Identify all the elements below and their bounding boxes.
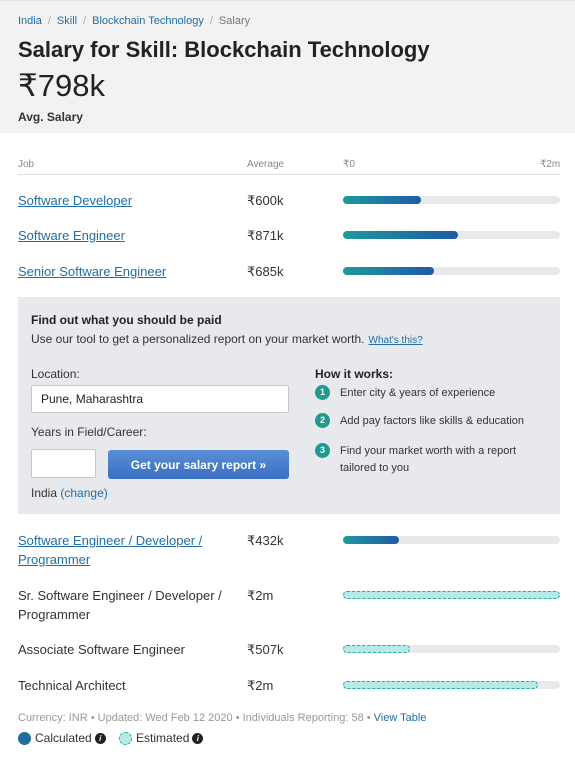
salary-bar-track: [343, 231, 560, 239]
meta-separator: •: [366, 712, 371, 724]
step-number-badge: 2: [315, 413, 330, 428]
step-number-badge: 3: [315, 443, 330, 458]
salary-report-promo: Find out what you should be paid Use our…: [18, 297, 560, 514]
promo-subtitle-text: Use our tool to get a personalized repor…: [31, 332, 365, 346]
country-selector: India (change): [31, 486, 108, 500]
whats-this-link[interactable]: What's this?: [368, 335, 423, 346]
job-average-value: ₹2m: [247, 678, 274, 693]
calculated-dot-icon: [18, 731, 31, 745]
salary-bar-track: [343, 645, 560, 653]
salary-bar-estimated: [343, 645, 411, 653]
breadcrumb-blockchain[interactable]: Blockchain Technology: [92, 15, 204, 27]
page-title: Salary for Skill: Blockchain Technology: [18, 37, 430, 62]
promo-title: Find out what you should be paid: [31, 313, 222, 327]
salary-bar-track: [343, 681, 560, 689]
job-average-value: ₹507k: [247, 642, 284, 657]
job-average-value: ₹2m: [247, 588, 274, 603]
job-average-value: ₹432k: [247, 533, 284, 548]
job-average-value: ₹600k: [247, 193, 284, 208]
breadcrumb-india[interactable]: India: [18, 15, 42, 27]
info-icon[interactable]: i: [94, 732, 106, 744]
salary-bar-track: [343, 267, 560, 275]
legend-calculated: Calculated i: [18, 731, 106, 745]
salary-bar-fill: [343, 267, 435, 275]
average-salary-value: ₹798k: [18, 68, 105, 103]
job-name-sr-software-engineer: Sr. Software Engineer / Developer / Prog…: [18, 588, 222, 622]
breadcrumb-separator: /: [83, 15, 87, 27]
job-name-associate-software-engineer: Associate Software Engineer: [18, 642, 185, 657]
breadcrumb-current: Salary: [218, 15, 251, 27]
location-input[interactable]: [31, 385, 289, 413]
salary-bar-track: [343, 196, 560, 204]
currency-note: Currency: INR: [18, 712, 88, 724]
meta-separator: •: [235, 712, 240, 724]
breadcrumb-skill[interactable]: Skill: [56, 15, 78, 27]
step-text: Add pay factors like skills & education: [340, 415, 525, 427]
job-link-software-developer[interactable]: Software Developer: [18, 193, 133, 208]
meta-separator: •: [90, 712, 95, 724]
salary-bar-track: [343, 536, 560, 544]
column-header-average: Average: [247, 159, 285, 170]
average-salary-label: Avg. Salary: [18, 110, 83, 124]
column-header-job: Job: [18, 159, 35, 170]
job-link-senior-software-engineer[interactable]: Senior Software Engineer: [18, 264, 167, 279]
legend-calculated-label: Calculated: [35, 730, 92, 745]
info-icon[interactable]: i: [192, 732, 204, 744]
job-link-software-engineer[interactable]: Software Engineer: [18, 228, 125, 243]
footer-meta: Currency: INR • Updated: Wed Feb 12 2020…: [18, 712, 426, 724]
how-it-works-title: How it works:: [315, 367, 394, 381]
breadcrumb-separator: /: [47, 15, 51, 27]
step-number-badge: 1: [315, 385, 330, 400]
step-text: Enter city & years of experience: [340, 387, 496, 399]
legend-estimated-label: Estimated: [136, 730, 190, 745]
promo-subtitle: Use our tool to get a personalized repor…: [31, 332, 423, 346]
job-name-technical-architect: Technical Architect: [18, 678, 126, 693]
header-divider: [18, 174, 560, 175]
legend: Calculated i Estimated i: [18, 730, 213, 745]
breadcrumb: India / Skill / Blockchain Technology / Salary: [18, 15, 250, 27]
salary-bar-fill: [343, 231, 458, 239]
job-average-value: ₹871k: [247, 228, 284, 243]
country-name: India: [31, 486, 58, 500]
scale-min-label: ₹0: [343, 159, 355, 170]
estimated-dot-icon: [119, 731, 133, 745]
step-text: Find your market worth with a report tai…: [340, 445, 517, 474]
view-table-link[interactable]: View Table: [373, 712, 427, 724]
job-link-software-engineer-developer-programmer[interactable]: Software Engineer / Developer / Programm…: [18, 533, 203, 567]
reporting-note: Individuals Reporting: 58: [242, 712, 364, 724]
salary-bar-estimated: [343, 591, 560, 599]
breadcrumb-separator: /: [209, 15, 213, 27]
legend-estimated: Estimated i: [119, 730, 204, 745]
location-label: Location:: [31, 367, 80, 381]
change-country-link[interactable]: (change): [60, 486, 108, 500]
job-average-value: ₹685k: [247, 264, 284, 279]
salary-bar-fill: [343, 196, 422, 204]
scale-max-label: ₹2m: [540, 159, 561, 170]
get-salary-report-button[interactable]: Get your salary report »: [108, 450, 289, 479]
salary-bar-fill: [343, 536, 400, 544]
years-input[interactable]: [31, 449, 96, 478]
salary-bar-track: [343, 591, 560, 599]
salary-bar-estimated: [343, 681, 539, 689]
years-label: Years in Field/Career:: [31, 425, 147, 439]
updated-note: Updated: Wed Feb 12 2020: [97, 712, 233, 724]
page-header: India / Skill / Blockchain Technology / Salary…: [0, 0, 575, 133]
